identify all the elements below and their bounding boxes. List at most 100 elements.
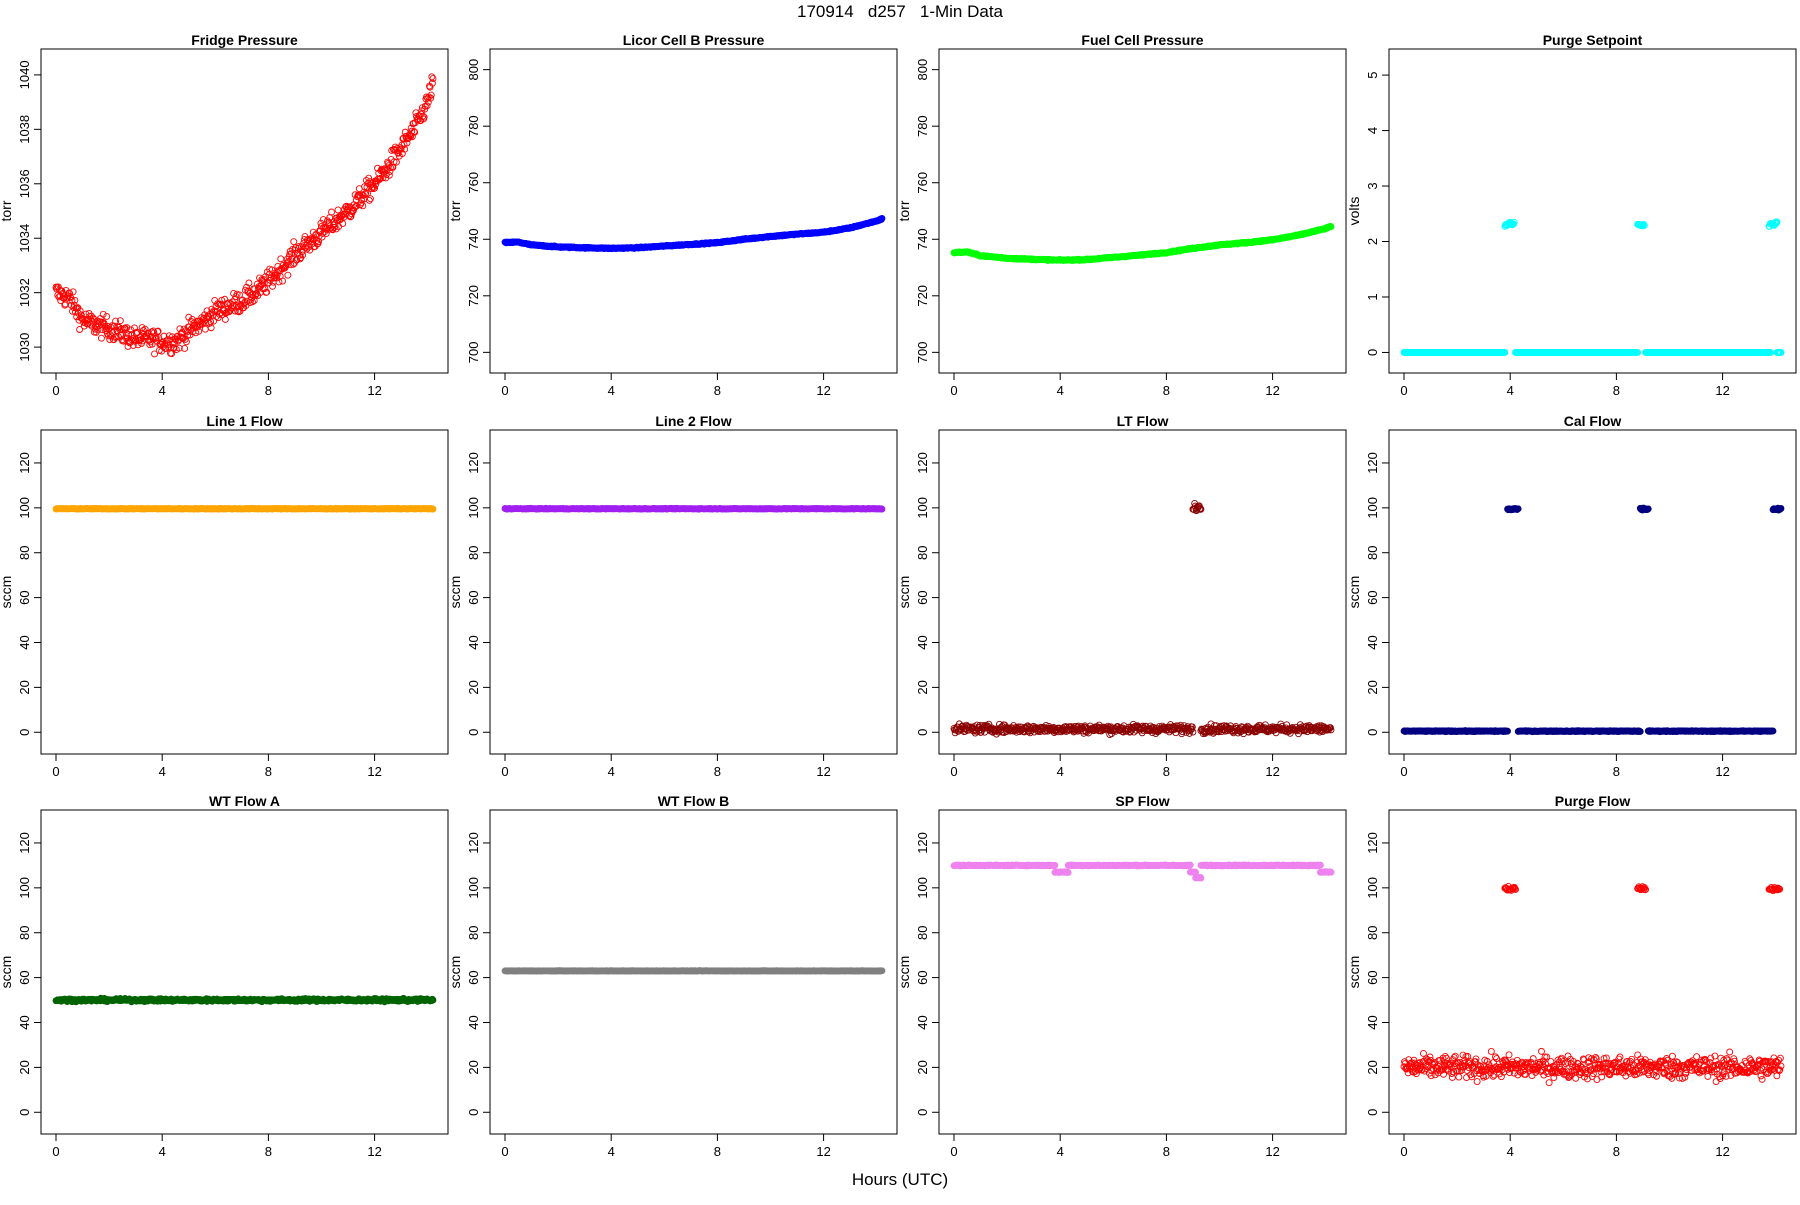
data-point [1505, 728, 1511, 734]
data-point [222, 316, 228, 322]
data-points [502, 505, 885, 512]
x-tick-label: 12 [816, 764, 830, 779]
y-axis-label: sccm [0, 576, 14, 609]
x-tick-label: 0 [52, 383, 59, 398]
y-tick-label: 2 [1365, 238, 1380, 245]
x-tick-label: 4 [1057, 383, 1064, 398]
data-point [98, 335, 104, 341]
x-tick-label: 0 [501, 383, 508, 398]
x-tick-label: 4 [608, 764, 615, 779]
x-tick-label: 12 [1715, 383, 1729, 398]
y-tick-label: 100 [1365, 497, 1380, 519]
y-tick-label: 1040 [17, 60, 32, 89]
data-point [879, 506, 885, 512]
panel-title: Licor Cell B Pressure [623, 32, 765, 48]
data-points [951, 500, 1334, 737]
data-point [278, 256, 284, 262]
y-tick-label: 700 [915, 341, 930, 363]
y-tick-label: 3 [1365, 182, 1380, 189]
y-tick-label: 100 [915, 497, 930, 519]
y-tick-label: 100 [466, 497, 481, 519]
y-tick-label: 740 [915, 228, 930, 250]
data-point [329, 209, 335, 215]
y-tick-label: 40 [466, 635, 481, 649]
y-tick-label: 40 [1365, 635, 1380, 649]
x-tick-label: 8 [714, 383, 721, 398]
y-axis-label: sccm [447, 576, 463, 609]
x-tick-label: 12 [367, 383, 381, 398]
y-tick-label: 1032 [17, 278, 32, 307]
plot-frame [41, 430, 448, 754]
data-point [202, 326, 208, 332]
data-points [53, 74, 436, 357]
x-tick-label: 0 [1400, 383, 1407, 398]
y-axis-label: torr [896, 200, 912, 221]
y-tick-label: 720 [466, 285, 481, 307]
y-tick-label: 720 [915, 285, 930, 307]
y-tick-label: 120 [1365, 452, 1380, 474]
y-tick-label: 80 [1365, 545, 1380, 559]
x-tick-label: 12 [816, 383, 830, 398]
x-tick-label: 8 [1613, 764, 1620, 779]
y-tick-label: 120 [466, 452, 481, 474]
y-tick-label: 1 [1365, 293, 1380, 300]
y-axis-label: torr [0, 200, 14, 221]
x-tick-label: 8 [1163, 383, 1170, 398]
plot-frame [1389, 430, 1796, 754]
data-point [879, 215, 885, 221]
y-tick-label: 20 [1365, 680, 1380, 694]
y-tick-label: 80 [17, 545, 32, 559]
panel-title: Fuel Cell Pressure [1081, 32, 1203, 48]
y-tick-label: 1030 [17, 333, 32, 362]
y-axis-label: torr [447, 200, 463, 221]
y-tick-label: 40 [17, 635, 32, 649]
x-tick-label: 8 [714, 764, 721, 779]
y-tick-label: 0 [1365, 729, 1380, 736]
panel-title: LT Flow [1117, 413, 1169, 429]
y-tick-label: 0 [466, 729, 481, 736]
data-points [951, 223, 1334, 263]
data-point [285, 272, 291, 278]
plot-frame [1389, 49, 1796, 373]
x-tick-label: 0 [501, 764, 508, 779]
y-tick-label: 60 [1365, 590, 1380, 604]
x-tick-label: 0 [950, 383, 957, 398]
data-point [335, 207, 341, 213]
plot-frame [490, 49, 897, 373]
y-tick-label: 800 [915, 59, 930, 81]
x-tick-label: 4 [608, 383, 615, 398]
y-tick-label: 780 [466, 115, 481, 137]
panel-title: Purge Setpoint [1543, 32, 1643, 48]
y-tick-label: 120 [915, 452, 930, 474]
y-tick-label: 1036 [17, 169, 32, 198]
plot-frame [939, 430, 1346, 754]
y-tick-label: 1034 [17, 224, 32, 253]
y-tick-label: 0 [1365, 349, 1380, 356]
y-tick-label: 1038 [17, 115, 32, 144]
panel-title: Line 2 Flow [655, 413, 731, 429]
y-tick-label: 4 [1365, 127, 1380, 134]
y-axis-label: volts [1346, 197, 1362, 226]
y-tick-label: 80 [915, 545, 930, 559]
y-tick-label: 60 [466, 590, 481, 604]
y-tick-label: 800 [466, 59, 481, 81]
x-tick-label: 12 [1715, 764, 1729, 779]
y-tick-label: 0 [17, 729, 32, 736]
x-tick-label: 12 [1265, 383, 1279, 398]
data-point [280, 278, 286, 284]
x-tick-label: 8 [1613, 383, 1620, 398]
x-tick-label: 8 [265, 383, 272, 398]
x-tick-label: 8 [1163, 764, 1170, 779]
y-tick-label: 60 [17, 590, 32, 604]
x-tick-label: 4 [1507, 383, 1514, 398]
data-point [291, 239, 297, 245]
y-tick-label: 760 [915, 172, 930, 194]
y-tick-label: 20 [466, 680, 481, 694]
